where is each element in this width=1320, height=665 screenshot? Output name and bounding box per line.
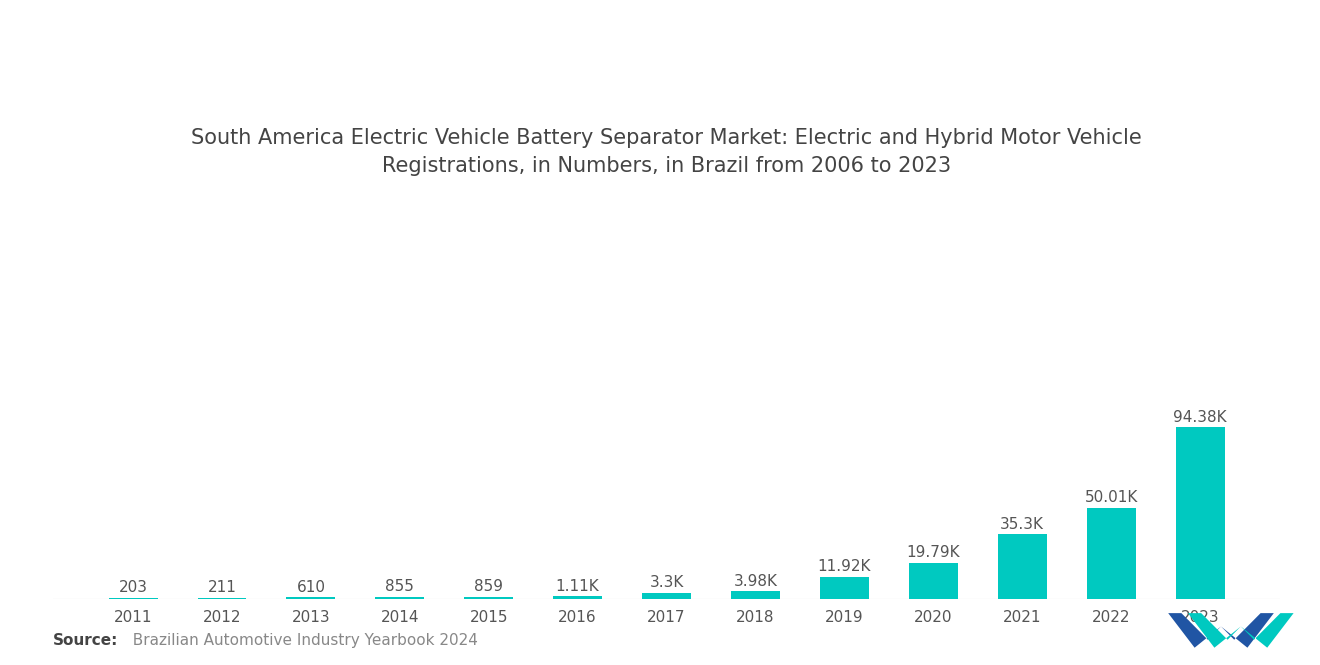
Text: 610: 610 — [297, 580, 326, 595]
Text: 855: 855 — [385, 579, 414, 595]
Text: 94.38K: 94.38K — [1173, 410, 1228, 425]
Text: 3.98K: 3.98K — [734, 573, 777, 589]
Bar — [998, 535, 1047, 599]
Bar — [553, 597, 602, 598]
Bar — [1176, 428, 1225, 598]
Text: 35.3K: 35.3K — [1001, 517, 1044, 532]
Title: South America Electric Vehicle Battery Separator Market: Electric and Hybrid Mot: South America Electric Vehicle Battery S… — [191, 128, 1142, 176]
Bar — [1086, 508, 1135, 598]
Text: 19.79K: 19.79K — [907, 545, 960, 560]
Bar — [375, 597, 424, 598]
Bar — [909, 563, 958, 599]
Text: 203: 203 — [119, 581, 148, 595]
Text: 1.11K: 1.11K — [556, 579, 599, 594]
Text: Source:: Source: — [53, 633, 119, 648]
Bar — [820, 577, 869, 598]
Text: 211: 211 — [207, 581, 236, 595]
Bar — [731, 591, 780, 599]
Text: 859: 859 — [474, 579, 503, 595]
Text: Brazilian Automotive Industry Yearbook 2024: Brazilian Automotive Industry Yearbook 2… — [123, 633, 478, 648]
Polygon shape — [1188, 613, 1294, 648]
Text: 11.92K: 11.92K — [817, 559, 871, 574]
Polygon shape — [1168, 613, 1274, 648]
Bar — [642, 593, 692, 598]
Text: 3.3K: 3.3K — [649, 575, 684, 590]
Bar — [286, 597, 335, 598]
Text: 50.01K: 50.01K — [1085, 490, 1138, 505]
Bar — [465, 597, 513, 598]
